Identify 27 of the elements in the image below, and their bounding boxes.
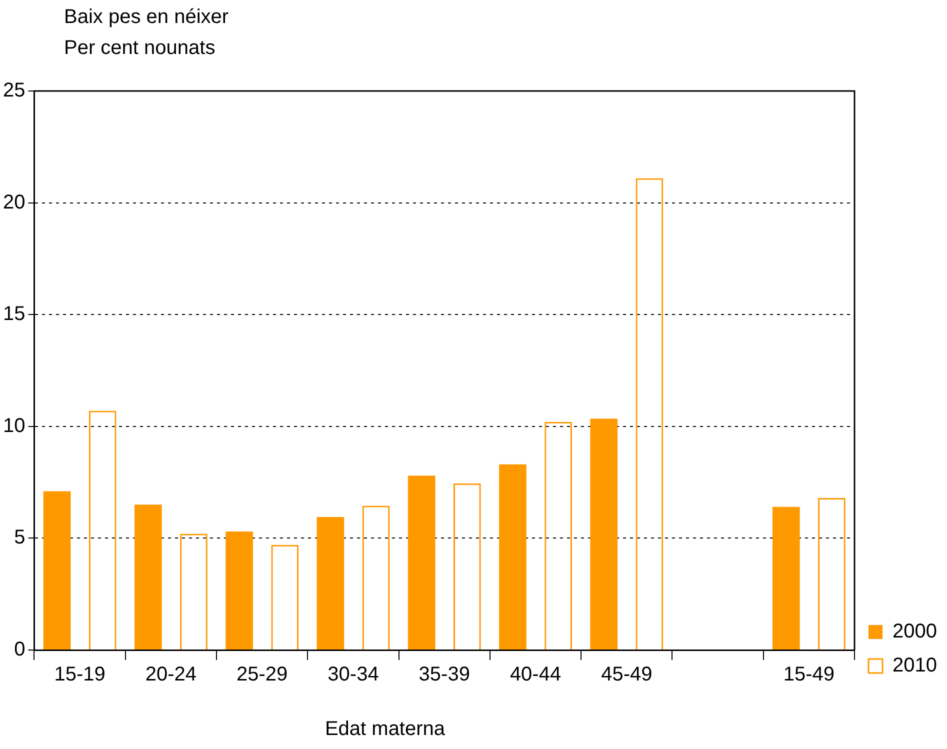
y-tick-label: 15 bbox=[2, 303, 26, 326]
bar bbox=[408, 476, 436, 650]
x-tick-label: 15-19 bbox=[54, 664, 106, 686]
x-tick-label: 45-49 bbox=[601, 664, 652, 686]
bar bbox=[226, 531, 253, 650]
y-tick-label: 5 bbox=[14, 526, 26, 549]
bar bbox=[590, 418, 618, 650]
legend-label: 2000 bbox=[892, 620, 938, 643]
y-axis-title: Per cent nounats bbox=[64, 37, 216, 60]
x-axis-title: Edat materna bbox=[324, 718, 446, 741]
bar bbox=[499, 464, 526, 650]
x-tick-label: 35-39 bbox=[418, 664, 470, 686]
x-tick-label: 30-34 bbox=[328, 664, 379, 686]
x-tick-label: 20-24 bbox=[145, 664, 197, 686]
legend-label: 2010 bbox=[892, 654, 938, 677]
x-tick-label: 15-49 bbox=[783, 664, 835, 686]
y-tick-label: 25 bbox=[2, 80, 26, 102]
bar bbox=[43, 491, 71, 650]
y-tick-label: 20 bbox=[2, 191, 26, 214]
x-tick-label: 25-29 bbox=[236, 664, 288, 686]
bar bbox=[316, 516, 344, 650]
y-tick-label: 10 bbox=[2, 414, 26, 437]
chart-title: Baix pes en néixer bbox=[64, 6, 229, 29]
bar bbox=[772, 506, 800, 650]
x-tick-label: 40-44 bbox=[510, 664, 562, 686]
bar bbox=[134, 504, 162, 650]
y-tick-label: 0 bbox=[14, 638, 26, 661]
